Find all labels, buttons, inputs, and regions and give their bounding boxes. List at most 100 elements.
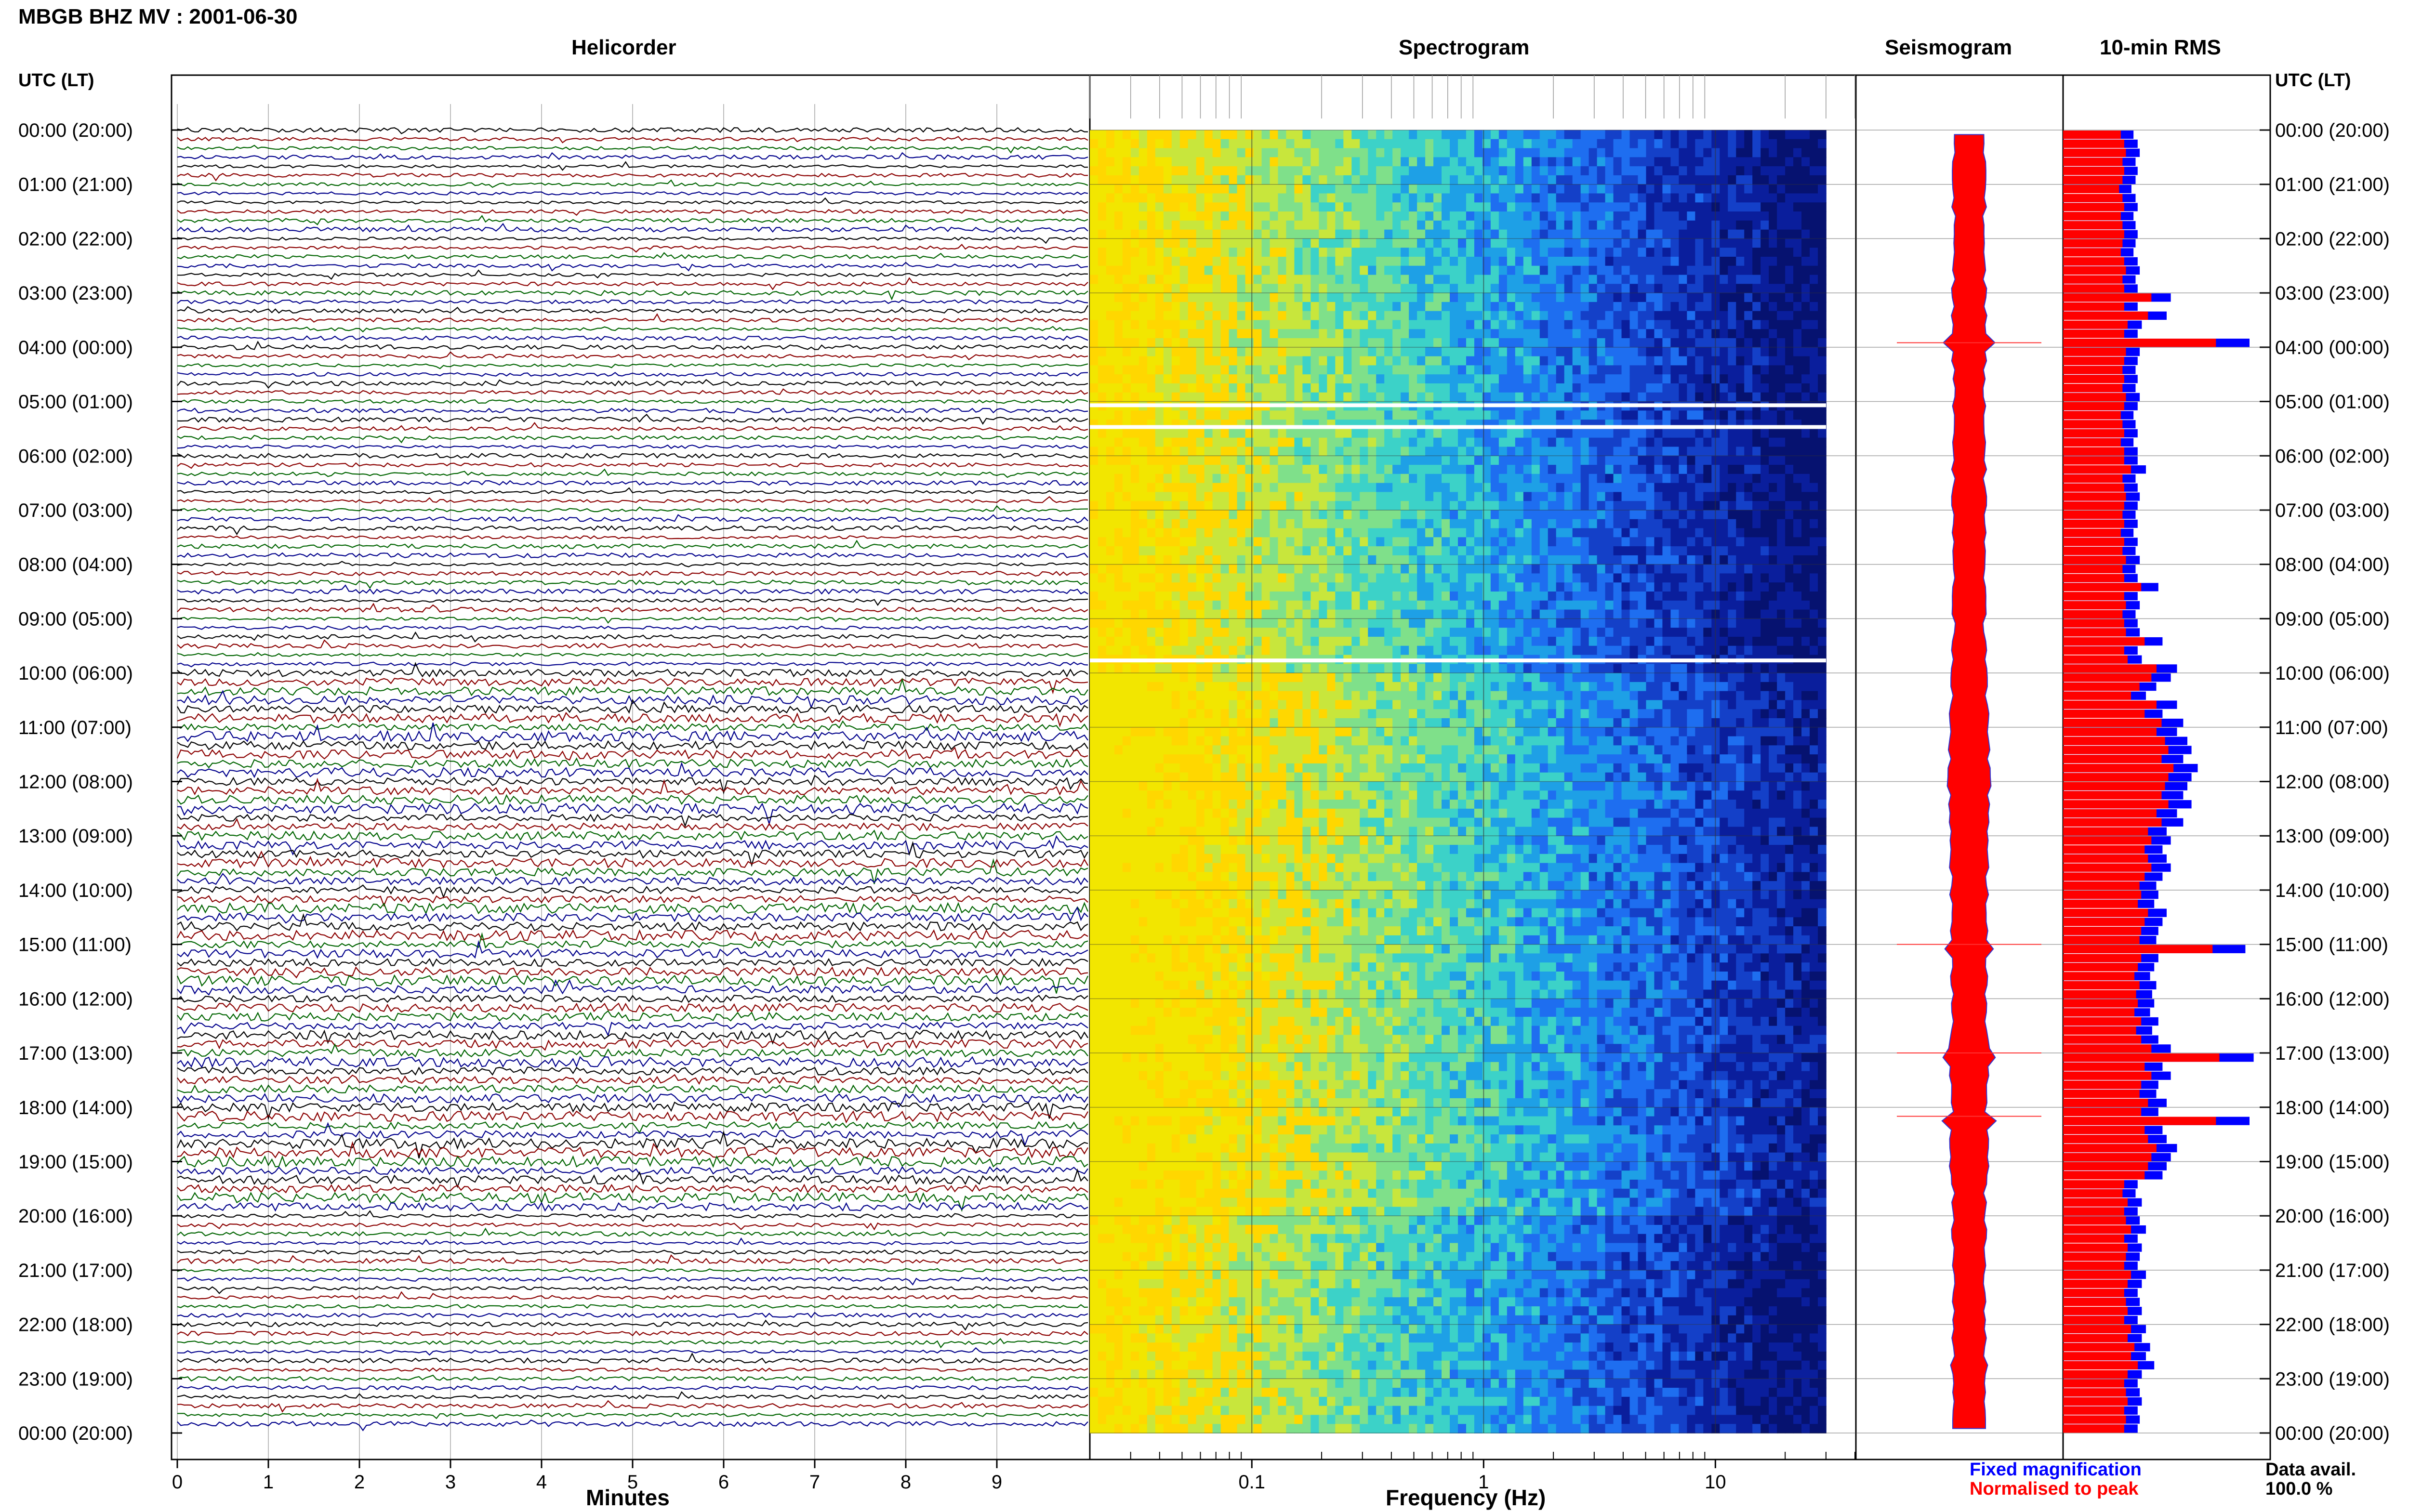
spectrogram-cell bbox=[1450, 564, 1458, 574]
spectrogram-cell bbox=[1278, 473, 1287, 484]
spectrogram-cell bbox=[1147, 483, 1156, 493]
spectrogram-cell bbox=[1810, 329, 1818, 339]
spectrogram-cell bbox=[1204, 609, 1213, 619]
spectrogram-cell bbox=[1801, 356, 1810, 366]
spectrogram-cell bbox=[1556, 320, 1565, 330]
spectrogram-cell bbox=[1752, 501, 1761, 511]
spectrogram-cell bbox=[1212, 329, 1221, 339]
spectrogram-cell bbox=[1687, 573, 1696, 583]
spectrogram-cell bbox=[1114, 284, 1123, 293]
spectrogram-cell bbox=[1286, 311, 1295, 321]
spectrogram-cell bbox=[1245, 248, 1254, 257]
spectrogram-cell bbox=[1409, 139, 1417, 149]
spectrogram-cell bbox=[1621, 447, 1630, 457]
spectrogram-cell bbox=[1539, 555, 1549, 565]
spectrogram-cell bbox=[1564, 437, 1573, 447]
spectrogram-cell bbox=[1188, 456, 1197, 465]
spectrogram-cell bbox=[1196, 211, 1205, 221]
spectrogram-cell bbox=[1196, 437, 1205, 447]
spectrogram-cell bbox=[1114, 229, 1123, 239]
spectrogram-cell bbox=[1744, 555, 1753, 565]
spectrogram-cell bbox=[1539, 609, 1549, 619]
spectrogram-cell bbox=[1523, 437, 1532, 447]
spectrogram-cell bbox=[1720, 211, 1729, 221]
spectrogram-cell bbox=[1752, 592, 1761, 601]
spectrogram-cell bbox=[1114, 410, 1123, 420]
spectrogram-cell bbox=[1392, 130, 1401, 140]
spectrogram-cell bbox=[1605, 410, 1614, 420]
spectrogram-cell bbox=[1261, 166, 1271, 176]
spectrogram-cell bbox=[1523, 546, 1532, 556]
spectrogram-cell bbox=[1466, 456, 1475, 465]
spectrogram-cell bbox=[1302, 510, 1311, 520]
spectrogram-cell bbox=[1090, 338, 1099, 348]
spectrogram-cell bbox=[1818, 437, 1827, 447]
spectrogram-cell bbox=[1474, 383, 1483, 393]
spectrogram-cell bbox=[1564, 428, 1573, 438]
spectrogram-cell bbox=[1777, 592, 1786, 601]
spectrogram-cell bbox=[1171, 618, 1180, 628]
spectrogram-cell bbox=[1204, 564, 1213, 574]
spectrogram-cell bbox=[1785, 256, 1794, 266]
spectrogram-cell bbox=[1629, 166, 1639, 176]
spectrogram-cell bbox=[1490, 229, 1499, 239]
spectrogram-cell bbox=[1098, 492, 1107, 501]
spectrogram-cell bbox=[1580, 248, 1589, 257]
spectrogram-cell bbox=[1662, 193, 1671, 203]
spectrogram-cell bbox=[1319, 211, 1328, 221]
spectrogram-cell bbox=[1687, 483, 1696, 493]
spectrogram-cell bbox=[1474, 130, 1483, 140]
legend-normalised-to-peak: Normalised to peak bbox=[1970, 1479, 2139, 1499]
spectrogram-cell bbox=[1368, 592, 1377, 601]
spectrogram-cell bbox=[1335, 365, 1344, 375]
spectrogram-cell bbox=[1810, 311, 1818, 321]
spectrogram-cell bbox=[1442, 211, 1450, 221]
spectrogram-cell bbox=[1171, 139, 1180, 149]
spectrogram-cell bbox=[1548, 275, 1557, 285]
spectrogram-cell bbox=[1417, 546, 1426, 556]
spectrogram-cell bbox=[1474, 293, 1483, 302]
spectrogram-cell bbox=[1793, 220, 1802, 230]
spectrogram-cell bbox=[1695, 256, 1704, 266]
spectrogram-cell bbox=[1818, 275, 1827, 285]
spectrogram-cell bbox=[1261, 447, 1271, 457]
spectrogram-cell bbox=[1147, 392, 1156, 402]
spectrogram-cell bbox=[1523, 618, 1532, 628]
spectrogram-cell bbox=[1654, 374, 1663, 384]
spectrogram-cell bbox=[1147, 311, 1156, 321]
spectrogram-cell bbox=[1490, 256, 1499, 266]
spectrogram-cell bbox=[1220, 356, 1230, 366]
spectrogram-cell bbox=[1147, 410, 1156, 420]
spectrogram-cell bbox=[1646, 546, 1655, 556]
spectrogram-cell bbox=[1572, 600, 1581, 610]
spectrogram-cell bbox=[1220, 392, 1230, 402]
spectrogram-cell bbox=[1703, 320, 1712, 330]
spectrogram-cell bbox=[1818, 519, 1827, 529]
spectrogram-cell bbox=[1261, 456, 1271, 465]
spectrogram-cell bbox=[1433, 329, 1442, 339]
spectrogram-cell bbox=[1769, 600, 1777, 610]
spectrogram-cell bbox=[1515, 365, 1524, 375]
spectrogram-cell bbox=[1744, 465, 1753, 474]
spectrogram-cell bbox=[1237, 229, 1246, 239]
spectrogram-cell bbox=[1409, 302, 1417, 312]
spectrogram-cell bbox=[1572, 483, 1581, 493]
spectrogram-cell bbox=[1220, 483, 1230, 493]
spectrogram-cell bbox=[1810, 383, 1818, 393]
spectrogram-cell bbox=[1368, 184, 1377, 194]
spectrogram-cell bbox=[1801, 302, 1810, 312]
spectrogram-cell bbox=[1401, 582, 1409, 592]
spectrogram-cell bbox=[1261, 248, 1271, 257]
spectrogram-cell bbox=[1376, 537, 1385, 547]
spectrogram-cell bbox=[1204, 248, 1213, 257]
spectrogram-cell bbox=[1466, 157, 1475, 167]
spectrogram-cell bbox=[1442, 275, 1450, 285]
spectrogram-cell bbox=[1368, 347, 1377, 357]
spectrogram-cell bbox=[1245, 410, 1254, 420]
spectrogram-cell bbox=[1163, 573, 1172, 583]
spectrogram-cell bbox=[1801, 609, 1810, 619]
spectrogram-cell bbox=[1531, 465, 1540, 474]
spectrogram-cell bbox=[1646, 447, 1655, 457]
spectrogram-cell bbox=[1122, 592, 1131, 601]
spectrogram-cell bbox=[1433, 229, 1442, 239]
